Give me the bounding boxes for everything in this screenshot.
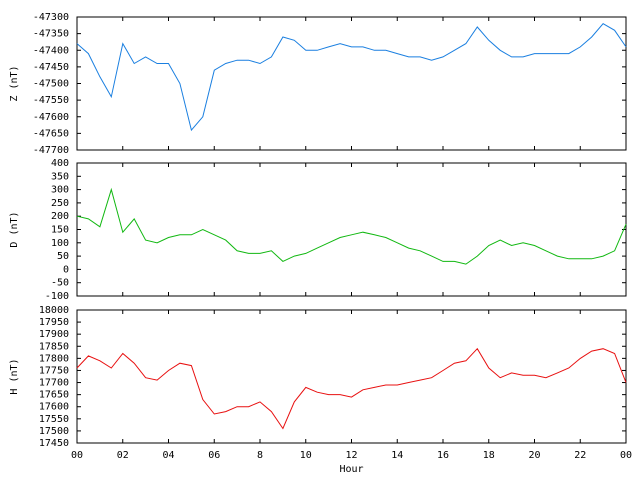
y-tick-label: 150	[51, 225, 69, 236]
x-tick-label: 14	[391, 450, 403, 461]
y-tick-label: -47650	[33, 128, 69, 139]
plot-frame	[76, 309, 627, 444]
y-tick-label: 17700	[39, 378, 69, 389]
y-tick-label: 17950	[39, 317, 69, 328]
x-axis-label: Hour	[339, 464, 363, 475]
y-tick-label: 18000	[39, 305, 69, 316]
y-tick-label: 350	[51, 171, 69, 182]
x-tick-label: 8	[257, 450, 263, 461]
y-axis-label: H (nT)	[9, 358, 20, 394]
x-tick-label: 02	[117, 450, 129, 461]
x-tick-label: 12	[345, 450, 357, 461]
y-tick-label: 200	[51, 211, 69, 222]
y-tick-label: 17450	[39, 438, 69, 449]
data-line	[76, 187, 627, 265]
y-axis-label: Z (nT)	[9, 65, 20, 101]
y-tick-label: -47500	[33, 79, 69, 90]
y-tick-label: 50	[57, 251, 69, 262]
y-tick-label: -47600	[33, 112, 69, 123]
plot-frame	[76, 162, 627, 297]
y-tick-label: 17850	[39, 341, 69, 352]
y-tick-label: 17750	[39, 365, 69, 376]
x-tick-label: 16	[437, 450, 449, 461]
x-tick-label: 04	[162, 450, 174, 461]
y-tick-label: -47550	[33, 95, 69, 106]
y-tick-label: -100	[45, 291, 69, 302]
y-tick-label: 0	[63, 264, 69, 275]
x-tick-label: 18	[483, 450, 495, 461]
y-tick-label: 17800	[39, 353, 69, 364]
y-tick-label: 17500	[39, 426, 69, 437]
x-tick-label: 06	[208, 450, 220, 461]
y-tick-label: -47300	[33, 12, 69, 23]
y-tick-label: 17600	[39, 402, 69, 413]
y-tick-label: -50	[51, 278, 69, 289]
x-tick-label: 10	[300, 450, 312, 461]
y-tick-label: -47450	[33, 62, 69, 73]
y-axis-label: D (nT)	[9, 211, 20, 247]
data-line	[76, 347, 627, 430]
y-tick-label: 17650	[39, 390, 69, 401]
y-tick-label: 300	[51, 185, 69, 196]
y-tick-label: 250	[51, 198, 69, 209]
y-tick-label: 100	[51, 238, 69, 249]
x-tick-label: 00	[71, 450, 83, 461]
data-line	[76, 23, 627, 132]
x-tick-label: 22	[574, 450, 586, 461]
x-tick-label: 20	[528, 450, 540, 461]
y-tick-label: 17900	[39, 329, 69, 340]
y-tick-label: 400	[51, 158, 69, 169]
x-tick-label: 00	[620, 450, 632, 461]
y-tick-label: -47350	[33, 29, 69, 40]
y-tick-label: -47700	[33, 145, 69, 156]
plot-frame	[76, 16, 627, 151]
y-tick-label: -47400	[33, 45, 69, 56]
y-tick-label: 17550	[39, 414, 69, 425]
